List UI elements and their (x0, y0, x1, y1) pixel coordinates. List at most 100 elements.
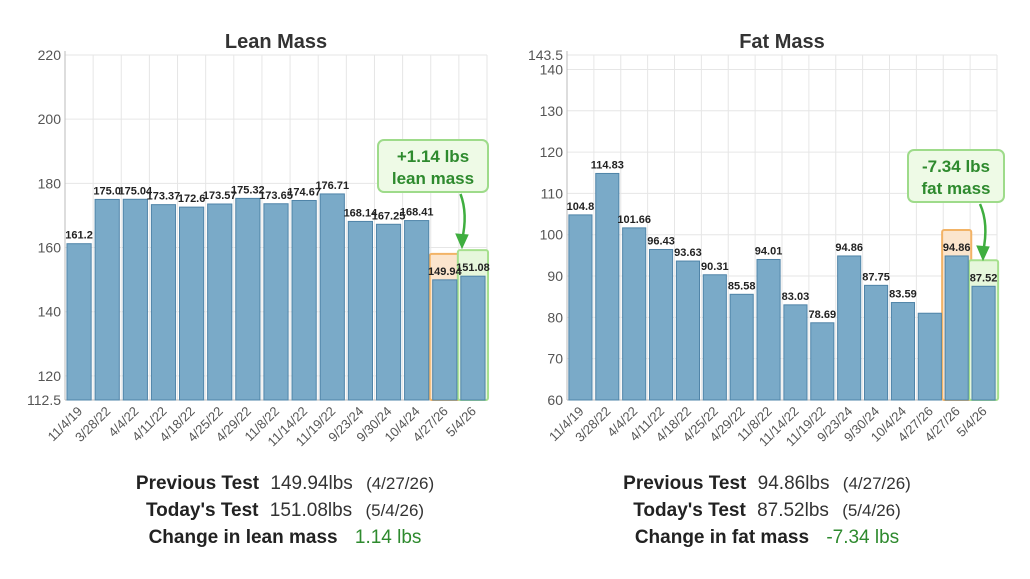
todays-test-label: Today's Test (145, 500, 259, 521)
bar (347, 220, 373, 401)
bar (179, 206, 205, 401)
y-tick-label: 112.5 (27, 392, 61, 408)
change-row: Change in lean mass 1.14 lbs (35, 524, 535, 551)
y-tick-label: 120 (540, 144, 564, 160)
bar (122, 198, 148, 401)
bar (702, 274, 727, 401)
y-tick-label: 130 (540, 103, 564, 119)
chart-title: Fat Mass (739, 31, 825, 53)
data-label: 93.63 (674, 247, 702, 259)
x-tick-label: 5/4/26 (443, 404, 479, 440)
data-label: 94.86 (835, 242, 863, 254)
bar (944, 255, 969, 401)
bar (375, 223, 402, 401)
bar (207, 203, 233, 401)
y-tick-label: 60 (547, 392, 563, 408)
chart-title: Lean Mass (225, 31, 327, 53)
data-label: 161.2 (65, 230, 93, 242)
data-label: 173.37 (147, 191, 181, 203)
y-tick-label: 220 (38, 47, 62, 63)
previous-test-date: (4/27/26) (842, 474, 911, 493)
bar (649, 248, 674, 401)
data-label: 175.32 (231, 184, 265, 196)
todays-test-date: (5/4/26) (365, 501, 425, 520)
y-tick-label: 90 (547, 268, 563, 284)
bar (595, 172, 620, 401)
y-tick-label: 200 (38, 111, 62, 127)
change-label: Change in fat mass (634, 527, 810, 548)
y-tick-label: 143.5 (528, 47, 563, 63)
data-label: 168.14 (344, 207, 379, 219)
data-label: 172.6 (178, 193, 206, 205)
todays-test-value: 151.08lbs (269, 500, 353, 521)
bar (404, 220, 430, 401)
previous-test-row: Previous Test 94.86lbs (4/27/26) (517, 470, 1017, 497)
data-label: 114.83 (591, 159, 624, 171)
bar (756, 258, 781, 401)
data-label: 96.43 (647, 235, 675, 247)
y-tick-label: 140 (540, 61, 564, 77)
bar (890, 302, 915, 401)
todays-test-row: Today's Test 87.52lbs (5/4/26) (517, 497, 1017, 524)
data-label: 87.52 (970, 272, 998, 284)
data-label: 78.69 (809, 309, 837, 321)
data-label: 168.41 (400, 207, 434, 219)
data-label: 83.59 (889, 289, 917, 301)
bar (864, 284, 889, 401)
bar (291, 199, 317, 401)
bar (675, 260, 700, 401)
data-label: 173.57 (203, 190, 237, 202)
change-callout-amount: +1.14 lbs (397, 147, 469, 166)
bar (568, 214, 593, 401)
previous-test-label: Previous Test (135, 473, 260, 494)
change-callout-label: fat mass (922, 179, 991, 198)
data-label: 104.8 (567, 201, 595, 213)
bar (622, 227, 647, 401)
bar (810, 322, 835, 401)
fat-mass-summary: Previous Test 94.86lbs (4/27/26) Today's… (517, 470, 1017, 551)
data-label: 175.0 (93, 185, 121, 197)
change-callout-box (377, 139, 489, 193)
data-label: 85.58 (728, 280, 756, 292)
change-callout-amount: -7.34 lbs (922, 157, 990, 176)
bar (917, 312, 942, 401)
bar (319, 193, 345, 401)
previous-test-value: 94.86lbs (757, 473, 830, 494)
lean-mass-chart: Lean Mass112.5120140160180200220161.211/… (27, 31, 490, 449)
previous-test-date: (4/27/26) (366, 474, 435, 493)
data-label: 167.25 (372, 210, 406, 222)
y-tick-label: 100 (540, 227, 564, 243)
change-value: 1.14 lbs (354, 527, 422, 548)
todays-test-value: 87.52lbs (757, 500, 829, 521)
bar (150, 204, 177, 401)
change-row: Change in fat mass -7.34 lbs (517, 524, 1017, 551)
todays-test-date: (5/4/26) (842, 501, 901, 520)
todays-test-label: Today's Test (633, 500, 746, 521)
bar (263, 203, 289, 401)
change-callout-box (907, 149, 1005, 203)
data-label: 175.04 (119, 185, 154, 197)
change-value: -7.34 lbs (826, 527, 900, 548)
bar (460, 275, 486, 401)
callout-arrow-head (455, 233, 469, 250)
bar (783, 304, 808, 401)
callout-arrow (978, 203, 987, 253)
change-callout-label: lean mass (392, 169, 474, 188)
todays-test-row: Today's Test 151.08lbs (5/4/26) (35, 497, 535, 524)
data-label: 101.66 (617, 214, 651, 226)
data-label: 151.08 (456, 262, 490, 274)
data-label: 173.65 (259, 190, 293, 202)
callout-arrow-head (976, 245, 990, 262)
previous-test-row: Previous Test 149.94lbs (4/27/26) (35, 470, 535, 497)
callout-arrow (459, 193, 466, 241)
y-tick-label: 120 (38, 368, 62, 384)
y-tick-label: 160 (38, 240, 62, 256)
y-tick-label: 70 (547, 351, 563, 367)
data-label: 83.03 (782, 291, 810, 303)
bar (235, 197, 261, 401)
bar (971, 285, 996, 401)
bar (729, 293, 754, 401)
bar (432, 279, 458, 401)
y-tick-label: 140 (38, 304, 62, 320)
